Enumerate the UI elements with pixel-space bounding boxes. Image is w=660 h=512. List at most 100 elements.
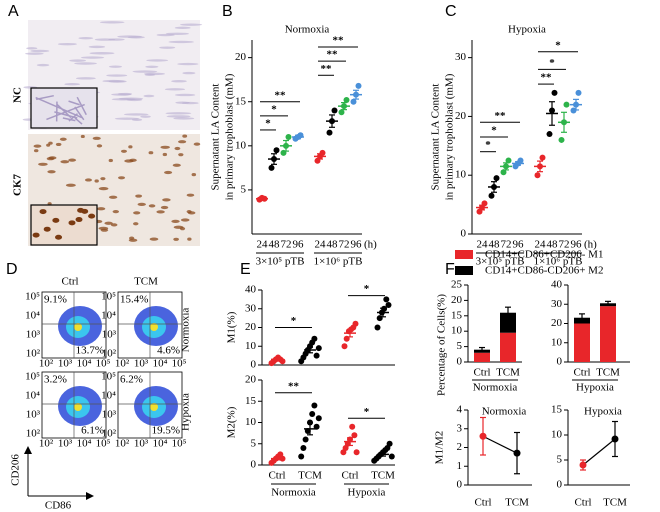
cell [106,74,128,77]
cell [117,92,133,96]
cell [68,158,77,162]
density [74,323,82,331]
percent: 6.1% [81,425,104,437]
y-tick-label: 10 [551,429,563,441]
significance: * [265,117,271,129]
flow-tick: 10² [115,358,130,370]
cell [59,137,67,141]
data-point [388,453,395,460]
percent: 6.2% [120,374,143,386]
bar-segment [574,323,590,362]
y-tick-label: 10 [451,325,463,337]
cell [43,226,51,232]
y-tick-label: 40 [551,279,563,291]
data-point [355,82,362,89]
cell [131,118,143,121]
cell [148,204,156,208]
cell [33,144,42,148]
y-axis-label: in primary trophoblast (mM) [224,73,236,200]
cell [128,238,138,242]
cell [168,40,194,44]
cell [193,142,201,146]
x-tick-label: Ctrl [473,367,490,379]
flow-tick: 10⁴ [25,310,40,322]
cell [182,71,196,75]
group-label: 1×10⁶ pTB [314,256,363,268]
flow-tick: 10⁴ [77,438,92,450]
y-tick-label: 1 [457,460,463,472]
chart-title: Normoxia [482,406,527,418]
group-label: 3×10⁵ pTB [476,256,525,268]
y-tick-label: 15 [551,404,563,416]
cell [182,134,188,138]
bar-segment [474,352,490,362]
group-label: Normoxia [473,382,518,394]
cell [177,62,199,66]
cell [98,187,109,191]
cell [68,220,76,226]
data-point [546,131,553,138]
x-tick-label: Ctrl [474,497,491,509]
data-point [493,175,500,182]
cell [74,106,85,121]
cell [75,77,96,80]
cell [129,158,137,162]
x-tick-label: 72 [501,239,512,251]
cell [160,205,169,210]
cell [145,65,159,69]
cell [166,115,191,118]
flow-tick: 10³ [102,409,117,421]
legend-label: CD14+CD86+CD206- M1 [485,249,603,261]
data-point [311,335,318,342]
flow-tick: 10³ [26,409,41,421]
cell [89,52,115,55]
cell [108,158,113,163]
cell [146,59,169,62]
cell [186,193,195,197]
significance: ** [321,63,333,75]
cell [68,100,80,106]
x-tick-label: 96 [351,239,363,251]
cell [64,83,80,86]
legend-swatch [455,250,473,259]
flow-tick: 10⁵ [101,291,116,303]
cell [100,228,109,232]
y-tick-label: 10 [245,416,257,428]
y-tick-label: 10 [245,340,257,352]
cell [35,94,54,101]
row-label: Hypoxia [180,393,192,431]
cell [133,222,139,226]
cell [173,117,195,120]
percent: 9.1% [44,294,67,306]
data-point [534,172,541,179]
y-axis-label: Percentage of Cells(%) [436,294,448,396]
data-point [351,432,358,439]
cell [108,65,123,68]
cell [123,113,149,116]
flow-tick: 10⁵ [25,291,40,303]
y-tick-label: 0 [457,356,463,368]
x-tick-label: 48 [489,239,501,251]
axis-label: CD86 [45,500,72,512]
legend-label: CD14+CD86-CD206+ M2 [485,265,603,277]
significance: * [491,125,497,137]
cell [178,153,184,157]
flow-tick: 10⁵ [96,438,111,450]
cell [128,145,133,149]
x-tick-label: Ctrl [574,497,591,509]
cell [162,152,168,157]
y-tick-label: 25 [451,279,463,291]
cell [171,219,180,223]
significance: * [549,57,555,69]
data-point [349,423,356,430]
data-point [513,449,521,457]
cell [60,160,70,164]
data-point [558,136,565,143]
cell [117,35,142,38]
data-point [376,315,383,322]
cell [149,237,159,241]
flow-tick: 10² [39,438,54,450]
cell [191,173,197,177]
y-tick-label: 20 [235,51,247,63]
percent: 15.4% [120,294,148,306]
